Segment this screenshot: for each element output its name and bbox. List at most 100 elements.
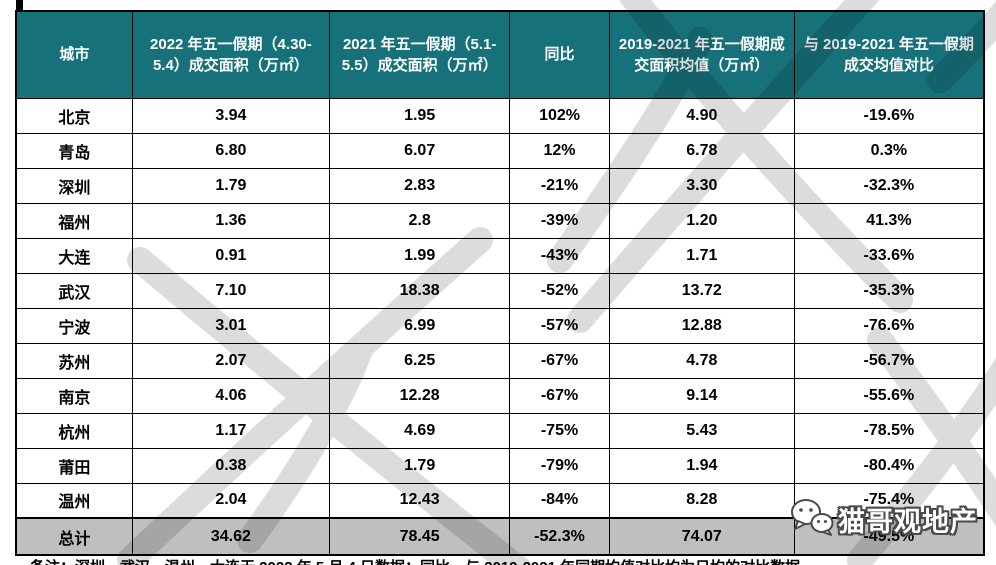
table-row-dalian: 大连 0.91 1.99 -43% 1.71 -33.6% <box>15 237 985 274</box>
cell-vs-avg: -56.7% <box>793 342 985 379</box>
cell-total-2021-area: 78.45 <box>329 517 511 556</box>
table-row-qingdao: 青岛 6.80 6.07 12% 6.78 0.3% <box>15 132 985 169</box>
cell-2022-area: 1.36 <box>131 202 331 239</box>
cell-2021-area: 1.79 <box>329 447 511 484</box>
table-row-ningbo: 宁波 3.01 6.99 -57% 12.88 -76.6% <box>15 307 985 344</box>
cell-vs-avg: -75.4% <box>793 482 985 519</box>
footnote-text: 备注：深圳、武汉、温州、大连无 2022 年 5 月 4 日数据；同比、与 20… <box>30 556 980 565</box>
cell-2021-area: 4.69 <box>329 412 511 449</box>
cell-avg: 13.72 <box>608 272 795 309</box>
cell-2021-area: 18.38 <box>329 272 511 309</box>
col-header-2019-2021-avg: 2019-2021 年五一假期成交面积均值（万㎡） <box>608 10 795 99</box>
cell-yoy: -43% <box>509 237 610 274</box>
cell-avg: 9.14 <box>608 377 795 414</box>
col-header-city: 城市 <box>15 10 133 99</box>
cell-vs-avg: -32.3% <box>793 167 985 204</box>
col-header-2022-area: 2022 年五一假期（4.30-5.4）成交面积（万㎡） <box>131 10 331 99</box>
cell-city: 大连 <box>15 237 133 274</box>
clipped-text-fragment <box>16 0 23 10</box>
cell-yoy: -57% <box>509 307 610 344</box>
cell-2022-area: 4.06 <box>131 377 331 414</box>
cell-2022-area: 6.80 <box>131 132 331 169</box>
cell-avg: 12.88 <box>608 307 795 344</box>
cell-2021-area: 1.95 <box>329 97 511 134</box>
cell-avg: 6.78 <box>608 132 795 169</box>
cell-vs-avg: -33.6% <box>793 237 985 274</box>
cell-2022-area: 7.10 <box>131 272 331 309</box>
table-row-beijing: 北京 3.94 1.95 102% 4.90 -19.6% <box>15 97 985 134</box>
cell-city: 莆田 <box>15 447 133 484</box>
table-row-putian: 莆田 0.38 1.79 -79% 1.94 -80.4% <box>15 447 985 484</box>
cell-vs-avg: 41.3% <box>793 202 985 239</box>
cell-vs-avg: -80.4% <box>793 447 985 484</box>
cell-vs-avg: -76.6% <box>793 307 985 344</box>
cell-yoy: 12% <box>509 132 610 169</box>
cell-total-vs-avg: -49.5% <box>793 517 985 556</box>
cell-city: 武汉 <box>15 272 133 309</box>
cell-avg: 8.28 <box>608 482 795 519</box>
cell-yoy: -52% <box>509 272 610 309</box>
cell-city: 温州 <box>15 482 133 519</box>
cell-total-avg: 74.07 <box>608 517 795 556</box>
cell-city: 苏州 <box>15 342 133 379</box>
table-body: 北京 3.94 1.95 102% 4.90 -19.6% 青岛 6.80 6.… <box>15 97 985 519</box>
cell-vs-avg: -55.6% <box>793 377 985 414</box>
table-row-wuhan: 武汉 7.10 18.38 -52% 13.72 -35.3% <box>15 272 985 309</box>
cell-vs-avg: -19.6% <box>793 97 985 134</box>
cell-2021-area: 2.8 <box>329 202 511 239</box>
cell-avg: 4.78 <box>608 342 795 379</box>
cell-total-2022-area: 34.62 <box>131 517 331 556</box>
cell-yoy: -67% <box>509 377 610 414</box>
cell-2022-area: 2.07 <box>131 342 331 379</box>
cell-yoy: -39% <box>509 202 610 239</box>
table-row-shenzhen: 深圳 1.79 2.83 -21% 3.30 -32.3% <box>15 167 985 204</box>
cell-2021-area: 1.99 <box>329 237 511 274</box>
cell-yoy: -84% <box>509 482 610 519</box>
cell-avg: 1.20 <box>608 202 795 239</box>
cell-city: 北京 <box>15 97 133 134</box>
table-row-wenzhou: 温州 2.04 12.43 -84% 8.28 -75.4% <box>15 482 985 519</box>
table-row-nanjing: 南京 4.06 12.28 -67% 9.14 -55.6% <box>15 377 985 414</box>
cell-2022-area: 0.38 <box>131 447 331 484</box>
cell-yoy: -67% <box>509 342 610 379</box>
cell-2022-area: 1.17 <box>131 412 331 449</box>
cell-2021-area: 6.99 <box>329 307 511 344</box>
cell-vs-avg: -78.5% <box>793 412 985 449</box>
col-header-yoy: 同比 <box>509 10 610 99</box>
cell-2021-area: 12.43 <box>329 482 511 519</box>
cell-city: 青岛 <box>15 132 133 169</box>
cell-2022-area: 0.91 <box>131 237 331 274</box>
cell-avg: 1.71 <box>608 237 795 274</box>
table-row-suzhou: 苏州 2.07 6.25 -67% 4.78 -56.7% <box>15 342 985 379</box>
table-footer: 总计 34.62 78.45 -52.3% 74.07 -49.5% <box>15 517 985 556</box>
cell-yoy: 102% <box>509 97 610 134</box>
cell-yoy: -75% <box>509 412 610 449</box>
cell-vs-avg: 0.3% <box>793 132 985 169</box>
cell-2022-area: 1.79 <box>131 167 331 204</box>
cell-2022-area: 3.94 <box>131 97 331 134</box>
cell-city: 福州 <box>15 202 133 239</box>
cell-city: 宁波 <box>15 307 133 344</box>
table-header: 城市 2022 年五一假期（4.30-5.4）成交面积（万㎡） 2021 年五一… <box>15 10 985 99</box>
cell-yoy: -21% <box>509 167 610 204</box>
cell-city: 深圳 <box>15 167 133 204</box>
cell-2022-area: 2.04 <box>131 482 331 519</box>
cell-avg: 1.94 <box>608 447 795 484</box>
cell-avg: 3.30 <box>608 167 795 204</box>
cell-2021-area: 12.28 <box>329 377 511 414</box>
cell-total-label: 总计 <box>15 517 133 556</box>
header-row: 城市 2022 年五一假期（4.30-5.4）成交面积（万㎡） 2021 年五一… <box>15 10 985 99</box>
cell-total-yoy: -52.3% <box>509 517 610 556</box>
cell-yoy: -79% <box>509 447 610 484</box>
cell-city: 杭州 <box>15 412 133 449</box>
table-row-fuzhou: 福州 1.36 2.8 -39% 1.20 41.3% <box>15 202 985 239</box>
holiday-sales-table: 城市 2022 年五一假期（4.30-5.4）成交面积（万㎡） 2021 年五一… <box>15 10 985 556</box>
cell-city: 南京 <box>15 377 133 414</box>
table-row-total: 总计 34.62 78.45 -52.3% 74.07 -49.5% <box>15 517 985 556</box>
cell-2022-area: 3.01 <box>131 307 331 344</box>
cell-vs-avg: -35.3% <box>793 272 985 309</box>
cell-2021-area: 6.07 <box>329 132 511 169</box>
cell-2021-area: 6.25 <box>329 342 511 379</box>
cell-avg: 5.43 <box>608 412 795 449</box>
col-header-vs-avg: 与 2019-2021 年五一假期成交均值对比 <box>793 10 985 99</box>
